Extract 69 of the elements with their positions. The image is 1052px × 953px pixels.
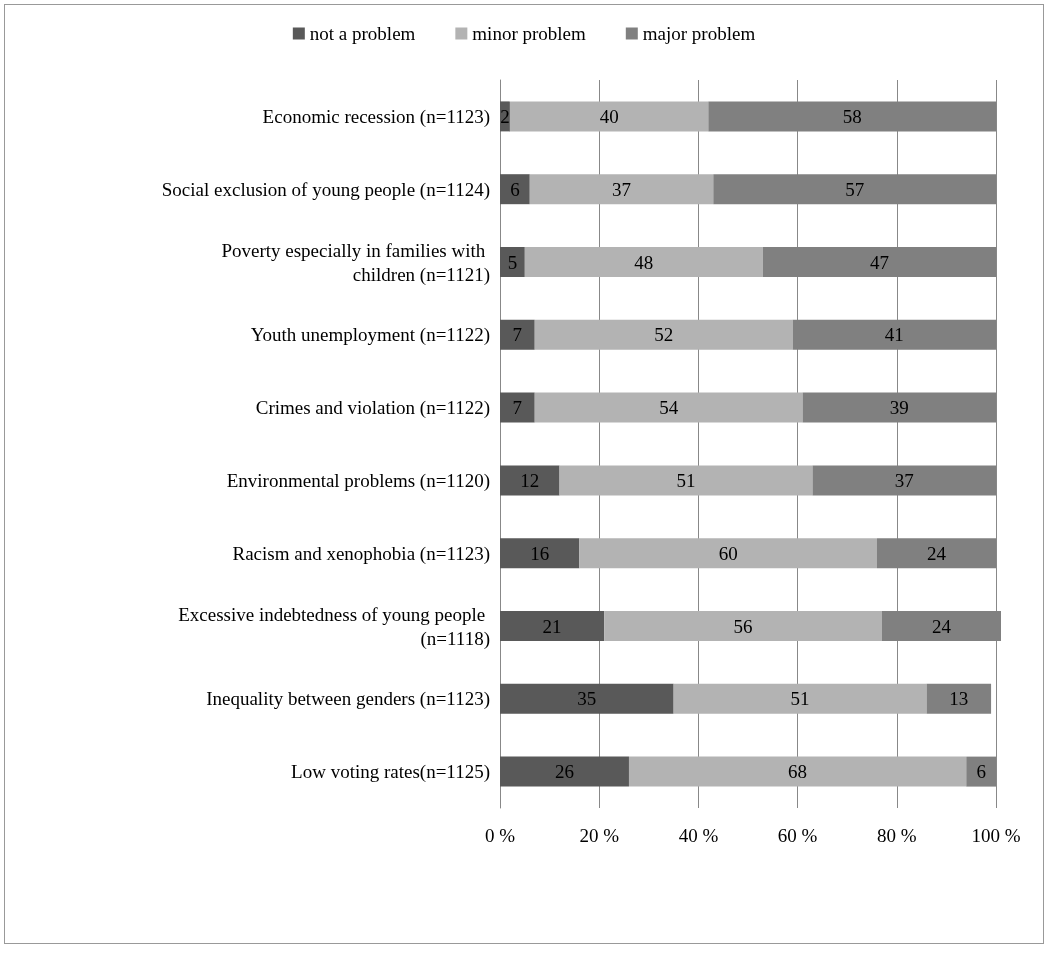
data-label: 5 bbox=[507, 251, 518, 273]
x-tick-label: 0 % bbox=[484, 825, 516, 846]
x-tick-label: 60 % bbox=[777, 825, 818, 846]
bar bbox=[534, 392, 803, 423]
bar bbox=[926, 683, 992, 714]
data-label: 24 bbox=[927, 542, 947, 564]
y-tick-label: Racism and xenophobia (n=1123) bbox=[232, 542, 490, 565]
bar bbox=[500, 174, 530, 205]
data-label: 12 bbox=[520, 469, 540, 491]
y-tick-label: Poverty especially in families with children (n=1121) bbox=[221, 239, 490, 286]
x-tick-label: 100 % bbox=[971, 825, 1021, 846]
bar bbox=[559, 465, 813, 496]
data-label: 7 bbox=[512, 397, 523, 419]
legend-label: not a problem bbox=[309, 23, 416, 44]
data-label: 2 bbox=[500, 105, 510, 127]
data-label: 16 bbox=[530, 542, 550, 564]
bar bbox=[529, 174, 714, 205]
bar bbox=[604, 611, 882, 641]
data-label: 6 bbox=[510, 178, 520, 200]
bar bbox=[524, 247, 763, 277]
bar bbox=[500, 392, 535, 423]
y-tick-label: Excessive indebtedness of young people (n=1118) bbox=[178, 603, 490, 650]
y-tick-label: Environmental problems (n=1120) bbox=[226, 469, 490, 492]
x-tick-label: 20 % bbox=[579, 825, 620, 846]
data-label: 60 bbox=[718, 542, 738, 564]
y-tick-label: Economic recession (n=1123) bbox=[262, 105, 490, 128]
data-label: 26 bbox=[554, 761, 574, 783]
data-label: 41 bbox=[884, 324, 904, 346]
y-tick-label: Youth unemployment (n=1122) bbox=[250, 324, 490, 347]
bar bbox=[500, 247, 525, 277]
data-label: 39 bbox=[889, 397, 909, 419]
data-label: 52 bbox=[654, 324, 674, 346]
bar bbox=[500, 465, 560, 496]
y-tick-label: Crimes and violation (n=1122) bbox=[255, 397, 490, 420]
bar bbox=[500, 683, 674, 714]
legend-label: major problem bbox=[642, 23, 756, 44]
y-tick-label: Inequality between genders (n=1123) bbox=[206, 688, 490, 711]
data-label: 68 bbox=[788, 761, 808, 783]
data-label: 56 bbox=[733, 615, 753, 637]
bar bbox=[500, 538, 580, 569]
data-label: 6 bbox=[976, 761, 986, 783]
data-label: 51 bbox=[790, 688, 810, 710]
x-tick-label: 40 % bbox=[678, 825, 719, 846]
y-tick-label: Social exclusion of young people (n=1124) bbox=[161, 178, 490, 201]
bar bbox=[673, 683, 927, 714]
bar bbox=[500, 756, 629, 787]
data-label: 40 bbox=[599, 105, 619, 127]
data-label: 37 bbox=[894, 469, 914, 491]
bar bbox=[534, 319, 793, 350]
bar bbox=[509, 101, 709, 132]
data-label: 21 bbox=[542, 615, 562, 637]
data-label: 57 bbox=[845, 178, 865, 200]
data-label: 7 bbox=[512, 324, 523, 346]
data-label: 47 bbox=[869, 251, 889, 273]
bar bbox=[579, 538, 877, 569]
data-label: 58 bbox=[842, 105, 862, 127]
data-label: 54 bbox=[659, 397, 679, 419]
data-label: 51 bbox=[676, 469, 696, 491]
data-label: 24 bbox=[931, 615, 952, 637]
data-label: 37 bbox=[612, 178, 632, 200]
data-label: 13 bbox=[949, 688, 969, 710]
bar bbox=[500, 611, 605, 641]
y-tick-label: Low voting rates(n=1125) bbox=[291, 761, 490, 784]
legend-label: minor problem bbox=[472, 23, 587, 44]
data-label: 35 bbox=[577, 688, 597, 710]
bar bbox=[628, 756, 967, 787]
bar bbox=[500, 319, 535, 350]
data-label: 48 bbox=[634, 251, 654, 273]
x-tick-label: 80 % bbox=[877, 825, 917, 846]
